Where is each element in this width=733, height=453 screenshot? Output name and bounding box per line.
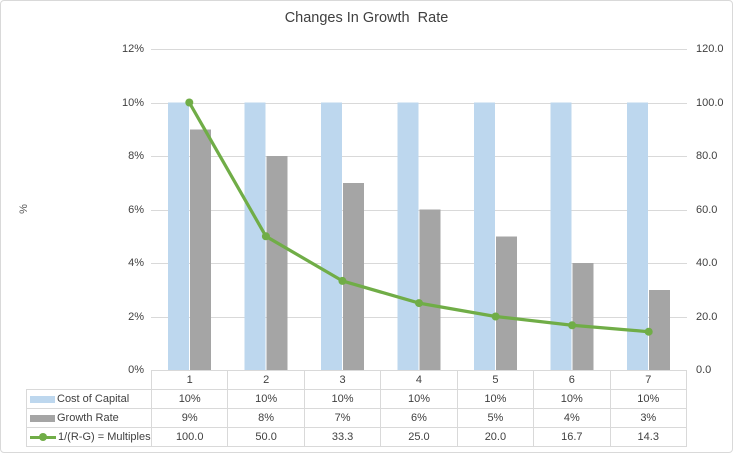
- value-cell: 20.0: [456, 427, 535, 447]
- left-axis-tick-label: 10%: [121, 96, 144, 109]
- bar: [189, 129, 211, 371]
- value-cell: 7%: [303, 408, 382, 428]
- right-axis-tick-label: 0.0: [696, 364, 712, 376]
- value-cell: 10%: [456, 389, 535, 409]
- legend-line-swatch: [30, 433, 56, 441]
- table-row: Growth Rate 9% 8% 7% 6% 5% 4% 3%: [26, 408, 688, 428]
- right-axis-tick-label: 20.0: [696, 310, 718, 323]
- value-cell: 9%: [150, 408, 229, 428]
- right-axis-tick-label: 80.0: [696, 150, 718, 162]
- line-marker: [568, 321, 577, 330]
- legend-label: Growth Rate: [57, 412, 119, 424]
- bar: [419, 209, 441, 370]
- line-marker: [185, 98, 194, 107]
- bar: [320, 102, 342, 370]
- value-cell: 10%: [380, 389, 458, 409]
- category-cell: 2: [227, 370, 305, 390]
- value-cell: 10%: [227, 389, 305, 409]
- value-cell: 14.3: [609, 427, 688, 447]
- left-axis-tick-label: 6%: [128, 203, 144, 216]
- bar: [627, 102, 649, 370]
- category-cell: 6: [533, 370, 611, 390]
- bar: [572, 263, 594, 370]
- legend-key: Cost of Capital: [28, 391, 151, 408]
- table-corner-cell: [27, 371, 152, 390]
- legend-cell: Growth Rate: [26, 408, 152, 428]
- category-cell: 5: [456, 370, 535, 390]
- value-cell: 8%: [227, 408, 305, 428]
- table-row: 1/(R-G) = Multiples 100.0 50.0 33.3 25.0 20.0…: [26, 427, 688, 447]
- line-marker: [338, 276, 347, 285]
- value-cell: 4%: [533, 408, 611, 428]
- legend-line-marker: [39, 433, 47, 441]
- bar: [550, 102, 572, 370]
- value-cell: 10%: [609, 389, 688, 409]
- bar: [397, 102, 419, 370]
- right-axis-tick-label: 60.0: [696, 203, 718, 216]
- value-cell: 100.0: [150, 427, 229, 447]
- right-axis-tick-label: 120.0: [696, 43, 724, 55]
- data-table: 1 2 3 4 5 6 7 Cost of Capital 10% 10% 10% 10% 10% 10%…: [26, 370, 688, 447]
- bar: [474, 102, 496, 370]
- value-cell: 16.7: [533, 427, 611, 447]
- left-axis-tick-label: 12%: [121, 43, 144, 55]
- legend-bar-swatch: [30, 395, 55, 403]
- line-marker: [261, 232, 270, 241]
- value-cell: 3%: [609, 408, 688, 428]
- value-cell: 10%: [533, 389, 611, 409]
- value-cell: 25.0: [380, 427, 458, 447]
- bar: [649, 289, 671, 371]
- legend-cell: 1/(R-G) = Multiples: [26, 427, 152, 447]
- bar: [342, 182, 364, 371]
- bar: [244, 102, 266, 370]
- left-axis-tick-label: 0%: [128, 364, 144, 376]
- bar: [496, 236, 518, 371]
- legend-label: 1/(R-G) = Multiples: [58, 431, 151, 443]
- legend-label: Cost of Capital: [57, 393, 130, 405]
- legend-key: Growth Rate: [28, 410, 151, 427]
- line-marker: [644, 327, 653, 336]
- value-cell: 6%: [380, 408, 458, 428]
- category-cell: 7: [609, 370, 688, 390]
- left-axis-tick-label: 8%: [128, 150, 144, 162]
- category-cell: 4: [380, 370, 458, 390]
- table-row: Cost of Capital 10% 10% 10% 10% 10% 10% 10%: [26, 389, 688, 409]
- left-axis-tick-label: 2%: [128, 310, 144, 323]
- legend-key: 1/(R-G) = Multiples: [28, 429, 151, 446]
- value-cell: 33.3: [303, 427, 382, 447]
- value-cell: 10%: [303, 389, 382, 409]
- chart-title: Changes In Growth Rate: [284, 10, 449, 26]
- legend-bar-swatch: [30, 414, 55, 422]
- left-axis-tick-label: 4%: [128, 257, 144, 269]
- value-cell: 5%: [456, 408, 535, 428]
- legend-cell: Cost of Capital: [26, 389, 152, 409]
- right-axis-tick-label: 40.0: [696, 257, 718, 269]
- line-marker: [491, 312, 500, 321]
- line-marker: [415, 299, 423, 308]
- value-cell: 10%: [150, 389, 229, 409]
- category-cell: 3: [303, 370, 382, 390]
- value-cell: 50.0: [227, 427, 305, 447]
- right-axis-tick-label: 100.0: [696, 96, 724, 109]
- category-cell: 1: [150, 370, 229, 390]
- bar: [167, 102, 189, 370]
- bar: [266, 156, 288, 370]
